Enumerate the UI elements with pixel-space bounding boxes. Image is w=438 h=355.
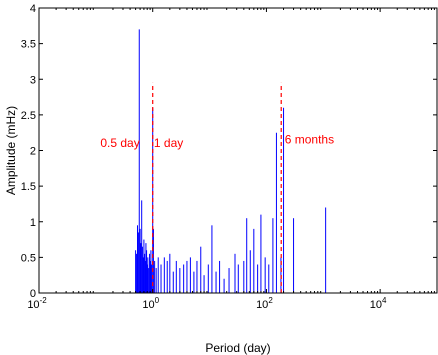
ticks-layer: 0 0.5 1 1.5 2 2.5 3 3.5 4 10-2 100 102 104 — [21, 3, 437, 311]
y-tick-label: 2.5 — [21, 110, 36, 122]
plot-area-frame — [38, 7, 438, 294]
annotation-lines-layer — [152, 82, 282, 293]
x-tick-label: 100 — [142, 296, 159, 311]
y-tick-label: 1.5 — [21, 181, 36, 193]
annotation-label: 6 months — [285, 132, 334, 146]
x-tick-label: 10-2 — [27, 296, 47, 311]
y-tick-label: 4 — [30, 3, 36, 15]
y-axis-label: Amplitude (mHz) — [4, 106, 18, 195]
y-tick-label: 3.5 — [21, 39, 36, 51]
y-tick-label: 0 — [30, 288, 36, 300]
y-tick-label: 3 — [30, 74, 36, 86]
annotation-text-layer: 0.5 day 1 day 6 months — [100, 132, 334, 150]
x-tick-label: 104 — [370, 296, 387, 311]
y-tick-label: 1 — [30, 217, 36, 229]
annotation-label: 1 day — [154, 136, 183, 150]
x-axis-label: Period (day) — [205, 341, 270, 355]
y-tick-label: 2 — [30, 146, 36, 158]
x-tick-label: 102 — [256, 296, 273, 311]
y-tick-label: 0.5 — [21, 252, 36, 264]
annotation-label: 0.5 day — [100, 136, 139, 150]
bars-layer — [135, 29, 327, 293]
